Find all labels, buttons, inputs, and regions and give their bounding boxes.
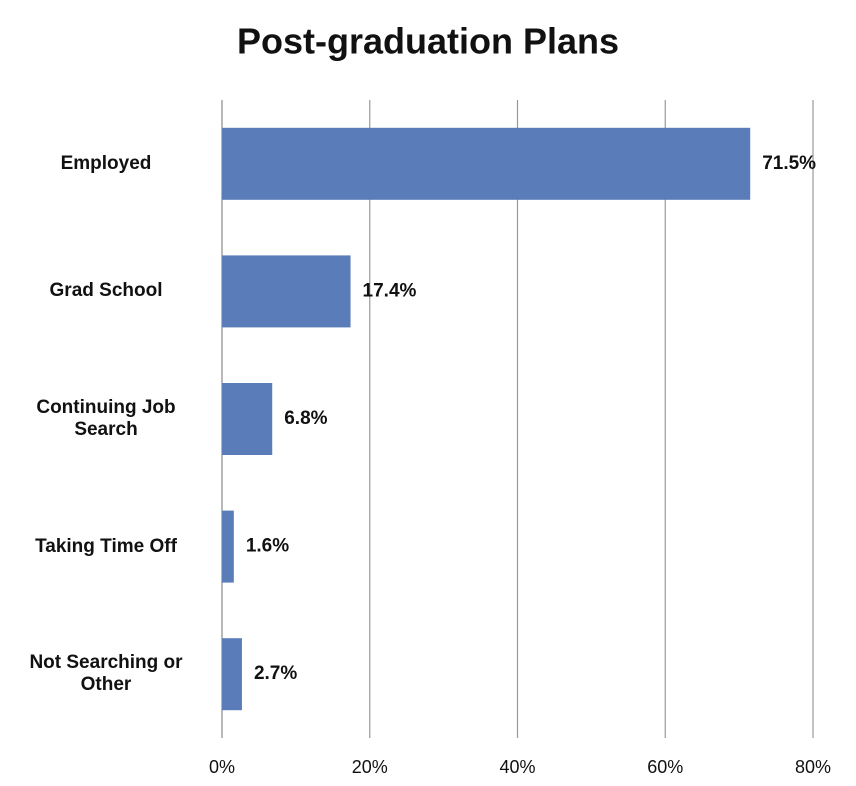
y-tick-label: Not Searching or Other (29, 652, 183, 696)
chart-title: Post-graduation Plans (237, 21, 619, 62)
data-label: 2.7% (254, 663, 297, 684)
y-tick-label: Continuing Job Search (36, 397, 176, 440)
y-tick-label: Taking Time Off (35, 535, 177, 557)
data-label: 6.8% (284, 408, 327, 429)
x-tick-label: 0% (209, 757, 235, 777)
y-tick-label: Grad School (49, 280, 163, 302)
x-tick-label: 60% (647, 757, 683, 777)
x-tick-label: 40% (499, 757, 535, 777)
x-tick-label: 80% (795, 757, 831, 777)
data-label: 1.6% (246, 536, 289, 557)
bar (222, 510, 234, 583)
x-tick-label: 20% (352, 757, 388, 777)
bar (222, 255, 351, 328)
data-label: 17.4% (363, 280, 417, 301)
data-label: 71.5% (762, 153, 816, 174)
bar (222, 383, 273, 455)
bar (222, 127, 751, 200)
y-tick-label: Employed (60, 152, 152, 174)
bar (222, 638, 242, 711)
